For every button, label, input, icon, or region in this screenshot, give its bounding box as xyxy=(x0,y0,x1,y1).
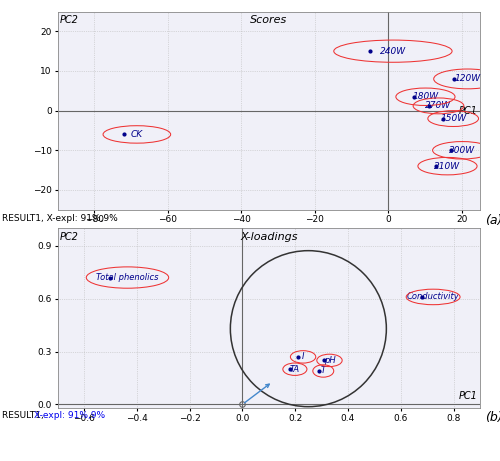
Text: T: T xyxy=(320,366,326,375)
Text: PC2: PC2 xyxy=(60,232,78,242)
Text: TA: TA xyxy=(290,365,300,374)
Text: PC2: PC2 xyxy=(60,16,78,25)
Text: 270W: 270W xyxy=(426,101,452,110)
Text: 300W: 300W xyxy=(449,146,475,155)
Text: RESULT1, X-expl: 91%,9%: RESULT1, X-expl: 91%,9% xyxy=(2,214,118,224)
Text: 120W: 120W xyxy=(454,74,480,83)
Text: PC1: PC1 xyxy=(459,391,478,401)
Text: CK: CK xyxy=(131,130,143,139)
Text: 180W: 180W xyxy=(412,92,438,101)
Text: Scores: Scores xyxy=(250,16,288,25)
Text: 150W: 150W xyxy=(440,114,466,123)
Text: pH: pH xyxy=(324,356,336,365)
Text: (a): (a) xyxy=(485,214,500,227)
Text: I: I xyxy=(302,352,304,361)
Text: 240W: 240W xyxy=(380,47,406,56)
Text: Conductivity: Conductivity xyxy=(407,292,460,301)
Text: RESULT1,: RESULT1, xyxy=(2,411,47,420)
Text: 210W: 210W xyxy=(434,162,460,171)
Text: X-loadings: X-loadings xyxy=(240,232,298,242)
Text: Total phenolics: Total phenolics xyxy=(96,273,158,282)
Text: PC1: PC1 xyxy=(459,106,478,116)
Text: (b): (b) xyxy=(485,411,500,424)
Text: X-expl: 91%,9%: X-expl: 91%,9% xyxy=(34,411,105,420)
